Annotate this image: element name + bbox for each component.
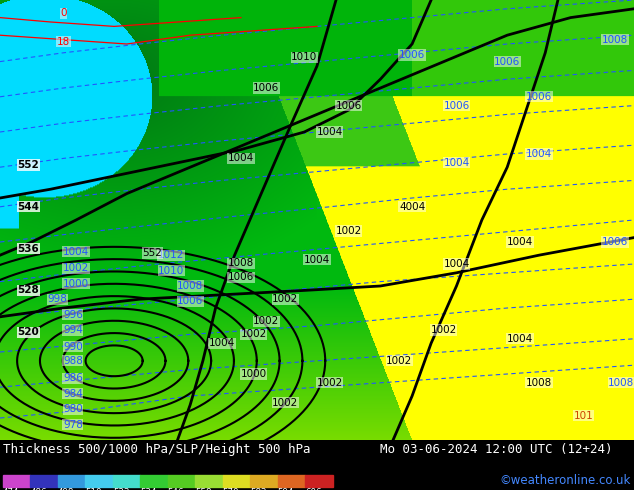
Text: 1004: 1004 [228,153,254,163]
Text: 1004: 1004 [304,255,330,265]
Text: 1006: 1006 [494,57,521,67]
Text: 4004: 4004 [399,202,425,212]
Text: 606: 606 [305,488,321,490]
Text: Thickness 500/1000 hPa/SLP/Height 500 hPa: Thickness 500/1000 hPa/SLP/Height 500 hP… [3,443,311,456]
Text: 996: 996 [63,310,83,319]
Text: 570: 570 [223,488,239,490]
Text: 1008: 1008 [608,378,634,388]
Text: 594: 594 [278,488,294,490]
Text: 988: 988 [63,356,83,366]
Bar [58,475,86,487]
Text: 1002: 1002 [272,397,299,408]
Text: 1004: 1004 [209,338,235,348]
Bar [168,475,195,487]
Text: 1002: 1002 [316,378,343,388]
Text: 1002: 1002 [63,264,89,273]
Text: 1006: 1006 [399,50,425,60]
Text: 536: 536 [18,244,39,254]
Text: 486: 486 [30,488,47,490]
Text: 552: 552 [18,160,39,170]
Text: 498: 498 [58,488,74,490]
Bar [86,475,113,487]
Text: 544: 544 [18,202,39,212]
Bar [3,475,30,487]
Text: 546: 546 [168,488,184,490]
Text: 1004: 1004 [443,259,470,269]
Text: 0: 0 [60,8,67,18]
Text: 1006: 1006 [602,237,628,247]
Text: 1010: 1010 [158,266,184,275]
Text: 528: 528 [18,285,39,295]
Text: 558: 558 [195,488,212,490]
Text: 1004: 1004 [443,158,470,168]
Bar [195,475,223,487]
Text: 990: 990 [63,342,83,352]
Text: 1006: 1006 [335,100,362,111]
Text: 1000: 1000 [63,279,89,289]
Text: 980: 980 [63,404,83,414]
Bar [223,475,250,487]
Text: ©weatheronline.co.uk: ©weatheronline.co.uk [500,474,631,487]
Text: 1002: 1002 [240,329,267,340]
Text: 520: 520 [18,327,39,337]
Text: 984: 984 [63,389,83,399]
Text: 534: 534 [140,488,157,490]
Text: 1006: 1006 [177,296,204,306]
Text: 101: 101 [573,411,593,421]
Text: 1006: 1006 [253,83,280,93]
Text: 552: 552 [142,248,162,258]
Bar [305,475,333,487]
Text: 1000: 1000 [240,369,267,379]
Text: 1002: 1002 [386,356,413,366]
Bar [30,475,58,487]
Text: 978: 978 [63,419,83,430]
Text: 1004: 1004 [316,127,343,137]
Text: 1004: 1004 [507,237,533,247]
Text: 1002: 1002 [430,325,457,335]
Text: 1002: 1002 [272,294,299,304]
Text: 1002: 1002 [335,226,362,236]
Text: 1006: 1006 [228,272,254,282]
Text: 1006: 1006 [526,92,552,102]
Text: 998: 998 [47,294,67,304]
Text: 582: 582 [250,488,267,490]
Text: 1012: 1012 [158,250,184,260]
Text: 1008: 1008 [526,378,552,388]
Bar [140,475,168,487]
Bar [250,475,278,487]
Text: 1008: 1008 [602,35,628,45]
Bar [113,475,140,487]
Text: 1008: 1008 [228,258,254,268]
Text: 522: 522 [113,488,129,490]
Text: 510: 510 [86,488,102,490]
Text: 1008: 1008 [177,281,204,291]
Bar [278,475,305,487]
Text: 1004: 1004 [507,334,533,344]
Text: Mo 03-06-2024 12:00 UTC (12+24): Mo 03-06-2024 12:00 UTC (12+24) [380,443,613,456]
Text: 1004: 1004 [526,149,552,159]
Text: 18: 18 [57,37,70,47]
Text: 986: 986 [63,373,83,383]
Text: 1004: 1004 [63,246,89,257]
Text: 1010: 1010 [291,52,318,62]
Text: 474: 474 [3,488,20,490]
Text: 1002: 1002 [253,316,280,326]
Text: 1006: 1006 [443,100,470,111]
Text: 994: 994 [63,325,83,335]
